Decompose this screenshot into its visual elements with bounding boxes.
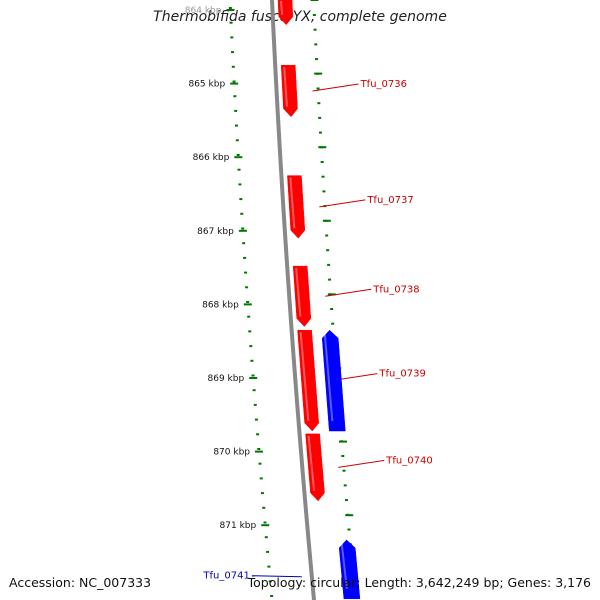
gene-label: Tfu_0741	[202, 571, 249, 582]
gene-highlight	[307, 435, 316, 492]
position-label: 864 kbp	[185, 6, 222, 16]
map-title: Thermobifida fusca YX, complete genome	[153, 9, 447, 25]
forward-gene	[292, 265, 312, 327]
position-label: 870 kbp	[213, 448, 250, 458]
position-label: 869 kbp	[208, 374, 245, 384]
position-label: 871 kbp	[220, 521, 257, 531]
label-leader	[251, 575, 302, 578]
gene-arrow	[305, 433, 325, 502]
gene-arrow	[297, 329, 319, 432]
position-label: 867 kbp	[197, 227, 234, 237]
label-leader	[319, 199, 366, 208]
accession-label: Accession: NC_007333	[9, 575, 152, 590]
position-label: 866 kbp	[193, 153, 230, 163]
genome-backbone	[269, 0, 317, 600]
forward-gene	[305, 433, 325, 502]
label-leader	[325, 288, 372, 297]
gene-label: Tfu_0736	[360, 79, 407, 90]
gene-arrow	[292, 265, 312, 327]
gene-arrow	[277, 0, 294, 26]
label-leader	[312, 83, 359, 92]
genome-summary: Topology: circular; Length: 3,642,249 bp…	[247, 575, 591, 590]
gene-highlight	[323, 332, 334, 422]
gene-highlight	[340, 541, 348, 589]
forward-gene	[287, 175, 306, 239]
label-leader	[338, 459, 385, 468]
reverse-gene	[321, 329, 346, 432]
position-label: 865 kbp	[188, 80, 225, 90]
gene-arrow	[287, 175, 306, 239]
forward-gene	[280, 64, 298, 118]
gene-highlight	[283, 67, 288, 107]
gene-label: Tfu_0737	[366, 195, 413, 206]
forward-gene	[277, 0, 294, 26]
gene-label: Tfu_0738	[372, 284, 419, 295]
gene-label: Tfu_0740	[385, 455, 432, 466]
reverse-gene	[338, 539, 361, 600]
gene-highlight	[299, 332, 310, 422]
gene-arrow	[338, 539, 361, 600]
gene-highlight	[295, 268, 302, 317]
gene-arrow	[280, 64, 298, 118]
gene-arrow	[321, 329, 346, 432]
gene-label: Tfu_0739	[378, 369, 425, 380]
position-label: 868 kbp	[202, 300, 239, 310]
gene-highlight	[279, 0, 284, 15]
forward-gene	[297, 329, 319, 432]
gene-highlight	[289, 177, 296, 229]
